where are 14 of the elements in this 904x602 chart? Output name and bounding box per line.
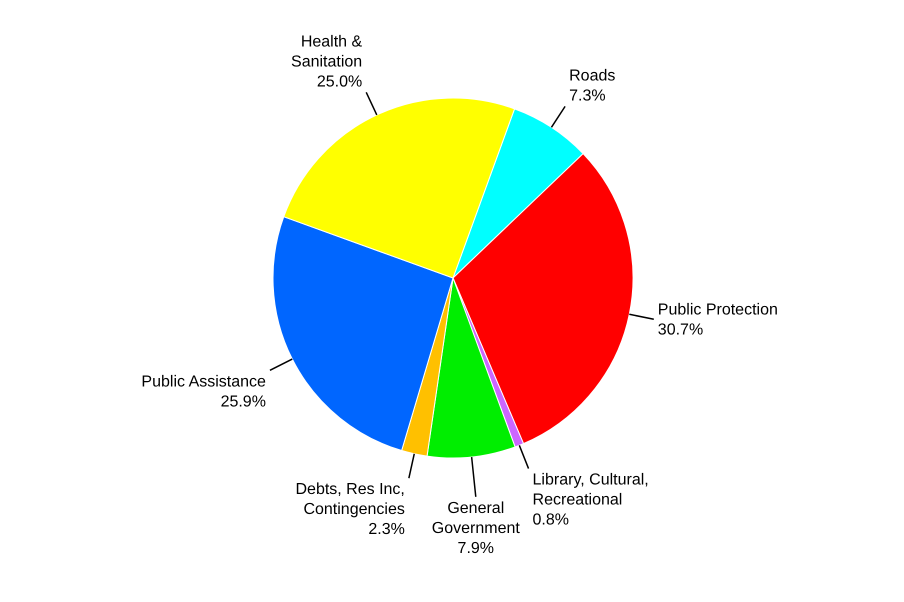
data-label: 30.7% [658, 321, 704, 338]
slice-label: Health & Sanitation [291, 33, 363, 70]
data-label: 7.3% [569, 87, 606, 104]
data-label: 25.0% [316, 73, 362, 90]
slice-label: Public Assistance [141, 373, 266, 390]
slice-label: Public Protection [658, 301, 778, 318]
data-label: 7.9% [458, 540, 494, 557]
data-label: 0.8% [532, 512, 570, 529]
slice-label: Library, Cultural, Recreational [532, 472, 649, 509]
data-label: 2.3% [368, 521, 405, 538]
slice-label: Roads [569, 67, 616, 84]
data-label: 25.9% [220, 393, 266, 410]
slice-label: Debts, Res Inc, Contingencies [295, 481, 405, 518]
slice-label: General Government [432, 500, 520, 537]
